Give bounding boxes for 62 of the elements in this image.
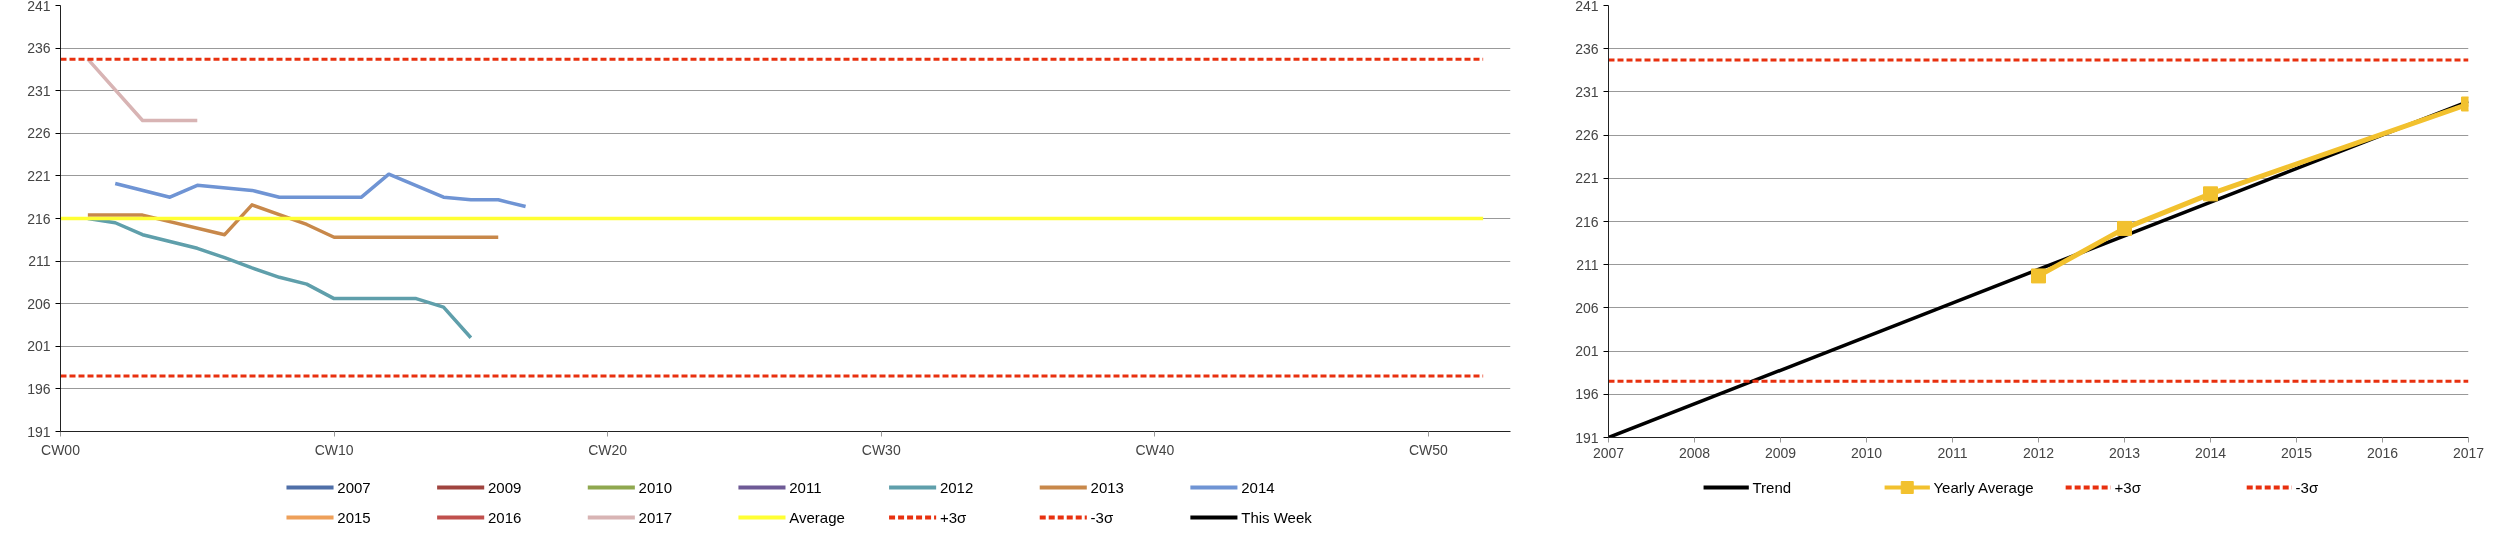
x-tick-label: 2011 [1937, 444, 1968, 461]
y-tick-label: 236 [1575, 40, 1599, 57]
x-tick-label: CW40 [1135, 441, 1175, 458]
legend-label: Yearly Average [1933, 479, 2034, 496]
line-series [86, 203, 500, 239]
x-tick-label: CW10 [314, 441, 354, 458]
y-tick-label: 216 [1575, 213, 1599, 230]
legend-label: 2013 [1090, 478, 1124, 496]
y-tick-label: 216 [27, 210, 51, 227]
legend-label: This Week [1241, 509, 1313, 526]
y-tick-label: 201 [27, 338, 51, 355]
legend-label: +3σ [939, 509, 968, 526]
x-tick-label: CW50 [1408, 441, 1449, 458]
y-tick-label: 241 [27, 0, 51, 14]
legend-label: Trend [1752, 479, 1792, 496]
x-tick-label: 2009 [1764, 444, 1797, 461]
x-tick-label: 2013 [2108, 444, 2141, 461]
y-tick-label: 191 [1575, 429, 1599, 446]
legend-label: 2014 [1241, 478, 1275, 496]
x-tick-label: 2014 [2194, 444, 2227, 461]
legend-label: -3σ [2295, 479, 2319, 496]
x-tick-label: 2015 [2280, 444, 2313, 461]
legend-label: 2016 [487, 508, 522, 526]
legend-label: 2017 [638, 508, 672, 526]
legend-label: 2015 [337, 508, 371, 526]
line-series [113, 172, 528, 209]
legend-label: 2011 [789, 478, 822, 496]
x-tick-label: CW00 [41, 441, 81, 458]
point [2031, 268, 2046, 284]
x-tick-label: 2008 [1678, 444, 1711, 461]
y-tick-label: 196 [1575, 386, 1599, 403]
y-tick-label: 236 [27, 40, 51, 57]
legend-label: Average [789, 509, 845, 526]
y-tick-label: 211 [1576, 256, 1599, 273]
x-tick-label: 2010 [1850, 444, 1883, 461]
legend-label: 2007 [337, 478, 371, 496]
legend-label: -3σ [1090, 509, 1114, 526]
legend-label: +3σ [2114, 479, 2142, 496]
legend-label: 2012 [939, 478, 974, 496]
x-tick-label: CW30 [861, 441, 901, 458]
point [2203, 186, 2218, 202]
x-tick-label: 2016 [2366, 444, 2399, 461]
point [2117, 220, 2132, 236]
y-tick-label: 221 [27, 167, 51, 184]
legend-label: 2010 [638, 478, 672, 496]
y-tick-label: 206 [1575, 299, 1599, 316]
y-tick-label: 226 [1575, 127, 1599, 144]
y-tick-label: 226 [27, 125, 51, 142]
y-tick-label: 241 [1575, 0, 1599, 14]
y-tick-label: 201 [1575, 343, 1599, 360]
legend-label: 2009 [487, 478, 522, 496]
y-tick-label: 231 [27, 82, 51, 99]
y-tick-label: 221 [1575, 170, 1599, 187]
y-tick-label: 191 [27, 423, 51, 440]
y-tick-label: 196 [27, 380, 51, 397]
x-tick-label: 2017 [2452, 444, 2485, 461]
x-tick-label: 2007 [1592, 444, 1625, 461]
x-tick-label: CW20 [588, 441, 628, 458]
y-tick-label: 211 [28, 253, 51, 270]
y-tick-label: 231 [1575, 83, 1599, 100]
x-tick-label: 2012 [2022, 444, 2055, 461]
y-tick-label: 206 [27, 295, 51, 312]
